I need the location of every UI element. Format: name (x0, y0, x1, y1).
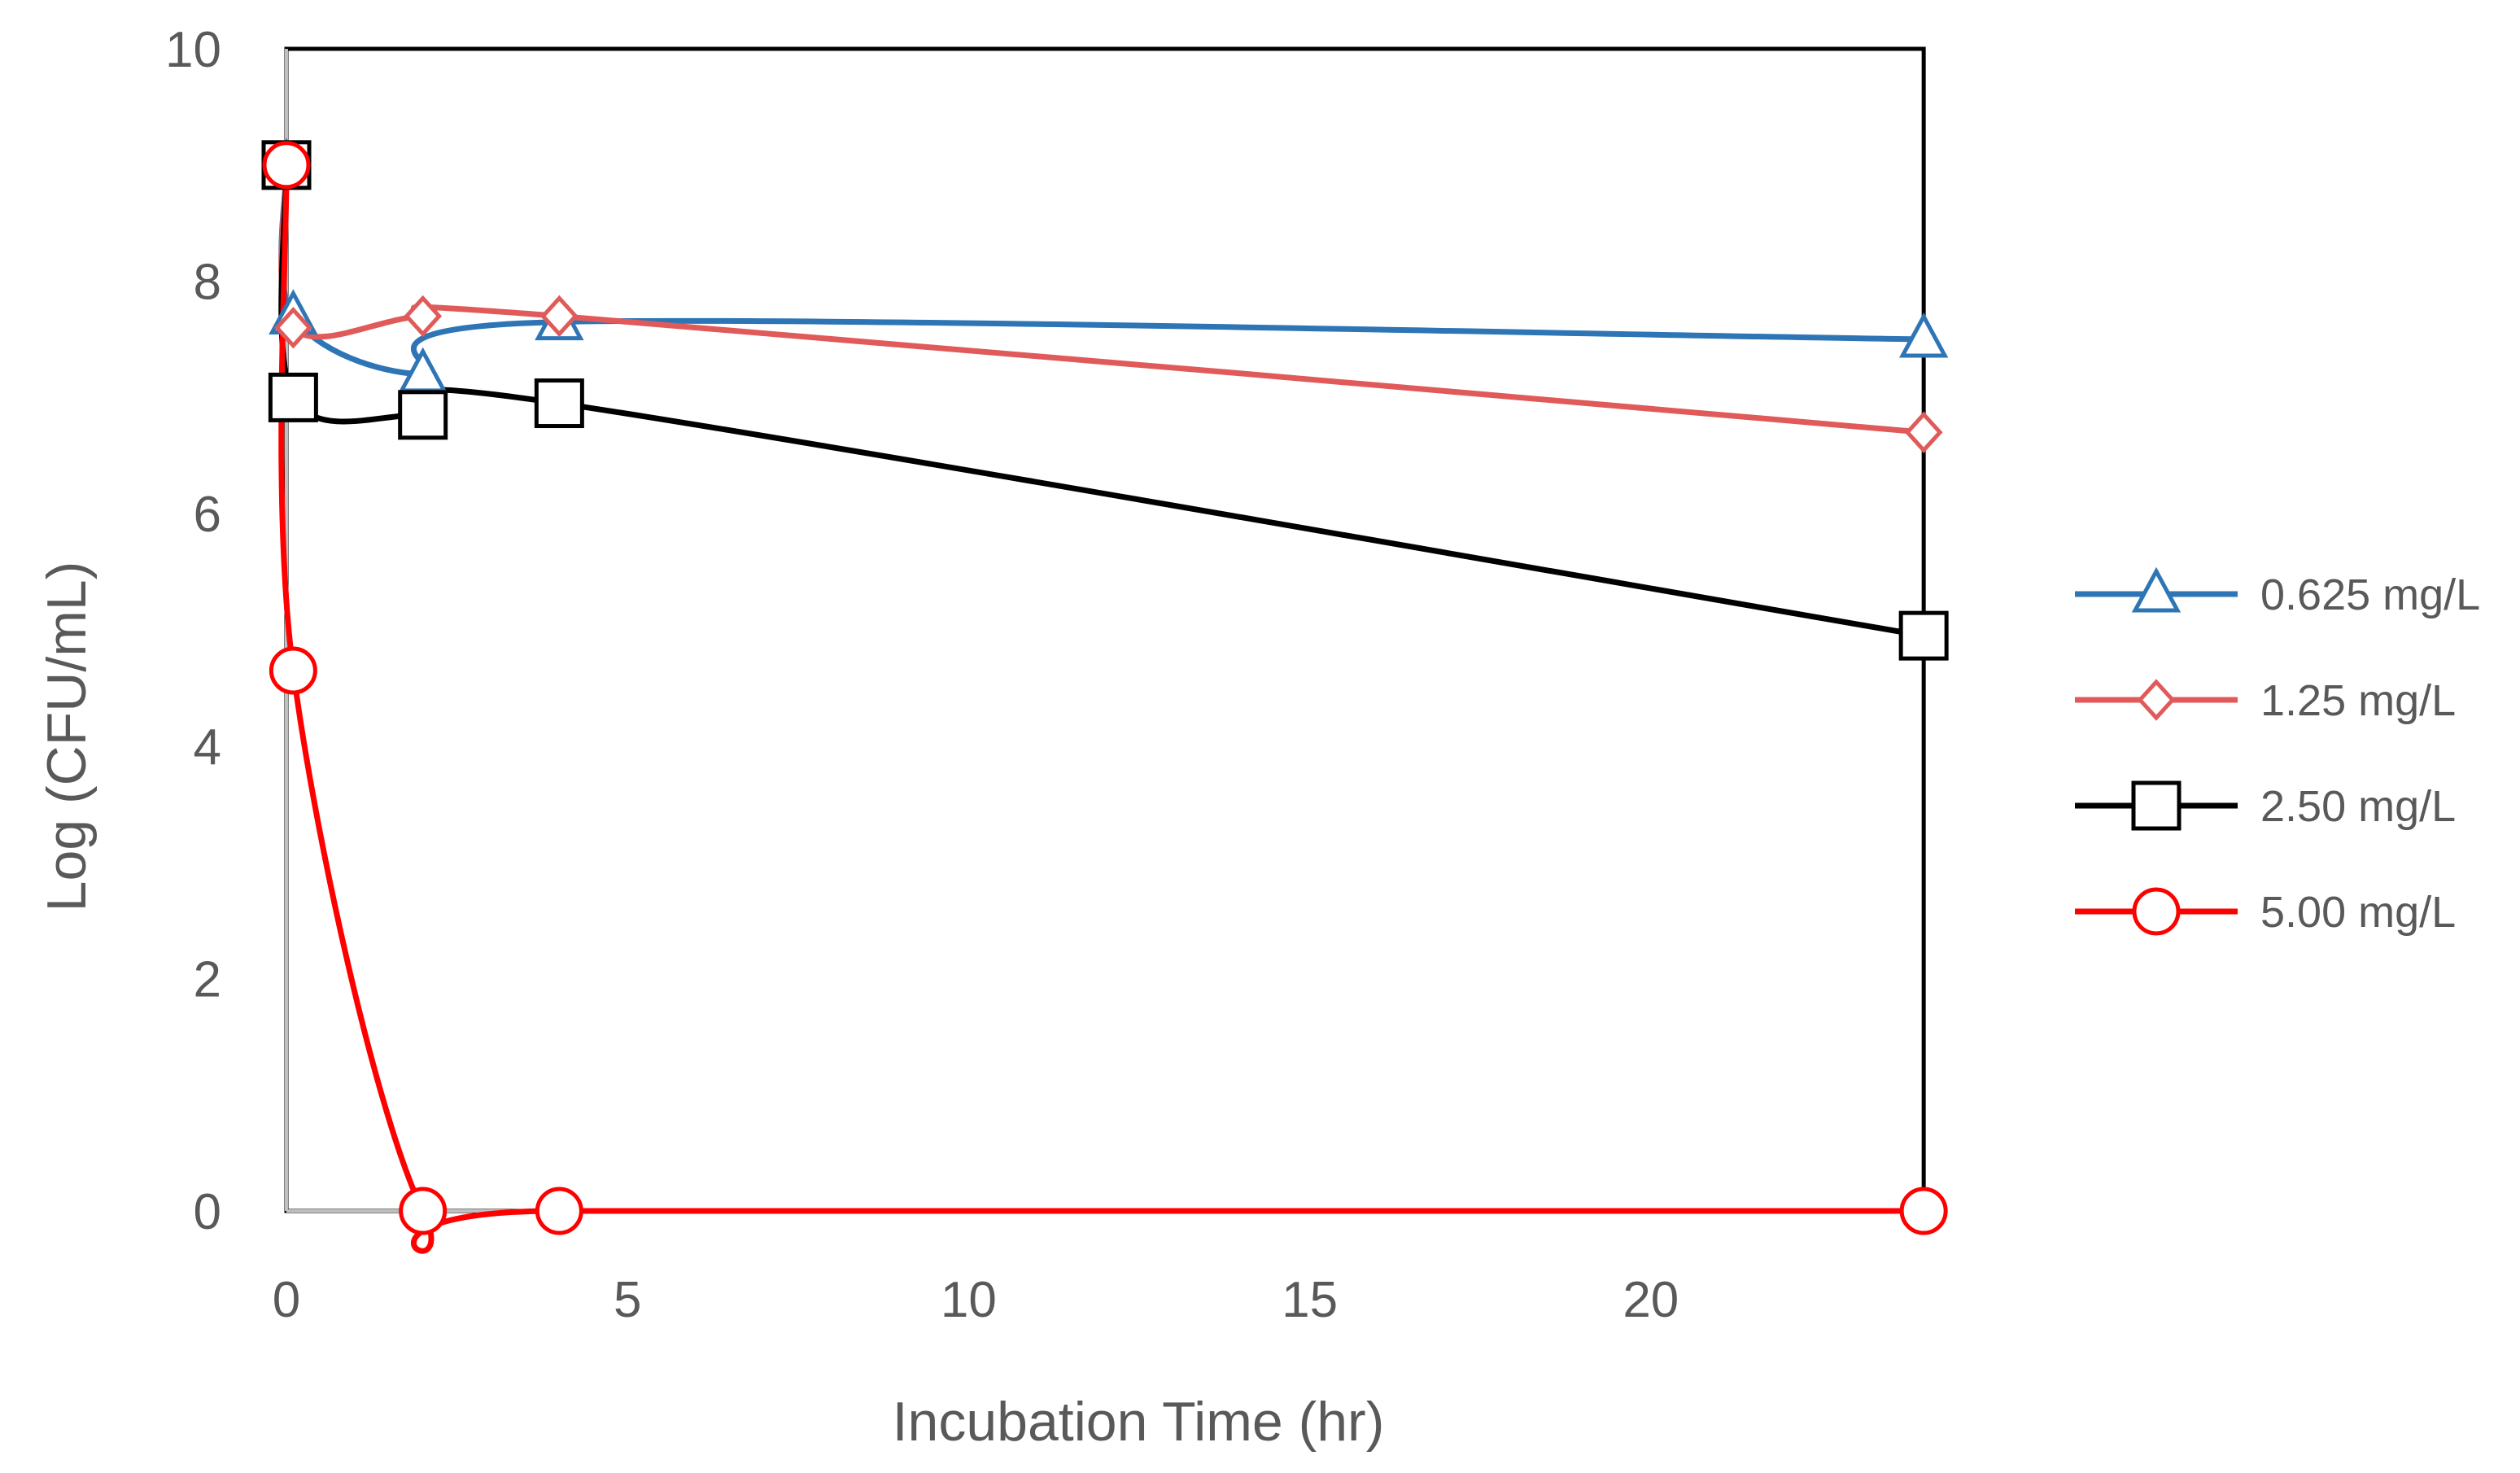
data-point-5-00-mg-l (535, 1187, 583, 1235)
data-point-2-50-mg-l (268, 372, 318, 422)
legend-marker-2-50-mg-l (2131, 780, 2182, 831)
data-point-2-50-mg-l (1898, 610, 1949, 661)
y-axis-title: Log (CFU/mL) (36, 562, 98, 912)
x-axis-title: Incubation Time (hr) (893, 1391, 1385, 1453)
legend-label-1-25-mg-l: 1.25 mg/L (2260, 676, 2456, 725)
data-point-5-00-mg-l (1899, 1187, 1948, 1235)
legend-marker-5-00-mg-l (2132, 887, 2181, 936)
data-point-1-25-mg-l (274, 307, 312, 349)
legend: 0.625 mg/L 1.25 mg/L 2.50 mg/L 5.00 mg/L (2075, 566, 2480, 937)
data-point-5-00-mg-l (269, 646, 317, 695)
series-line-0-625-mg-l (278, 162, 1927, 378)
y-tick-label: 0 (194, 1184, 221, 1240)
legend-label-2-50-mg-l: 2.50 mg/L (2260, 782, 2456, 831)
y-tick-label: 6 (194, 487, 221, 543)
data-point-1-25-mg-l (404, 295, 443, 338)
legend-marker-1-25-mg-l (2137, 679, 2176, 721)
data-point-1-25-mg-l (1904, 411, 1943, 453)
data-point-2-50-mg-l (398, 390, 448, 440)
y-tick-label: 8 (194, 255, 221, 311)
x-tick-label: 20 (1622, 1272, 1679, 1328)
data-point-1-25-mg-l (539, 295, 579, 338)
x-tick-label: 5 (614, 1272, 641, 1328)
legend-label-0-625-mg-l: 0.625 mg/L (2260, 570, 2480, 619)
series-line-5-00-mg-l (278, 162, 1927, 1254)
legend-label-5-00-mg-l: 5.00 mg/L (2260, 888, 2456, 937)
data-point-0-625-mg-l (1898, 312, 1949, 358)
plot-area (284, 46, 1926, 1213)
y-tick-label: 10 (165, 22, 221, 78)
data-point-2-50-mg-l (534, 378, 584, 429)
y-tick-label: 4 (194, 719, 221, 776)
data-point-5-00-mg-l (399, 1187, 448, 1235)
series-line-1-25-mg-l (278, 162, 1927, 435)
series-line-2-50-mg-l (278, 162, 1927, 639)
x-tick-label: 10 (941, 1272, 997, 1328)
legend-marker-0-625-mg-l (2131, 566, 2182, 613)
y-tick-label: 2 (194, 951, 221, 1007)
data-point-5-00-mg-l (262, 141, 311, 190)
x-tick-label: 0 (273, 1272, 300, 1328)
x-tick-label: 15 (1282, 1272, 1338, 1328)
